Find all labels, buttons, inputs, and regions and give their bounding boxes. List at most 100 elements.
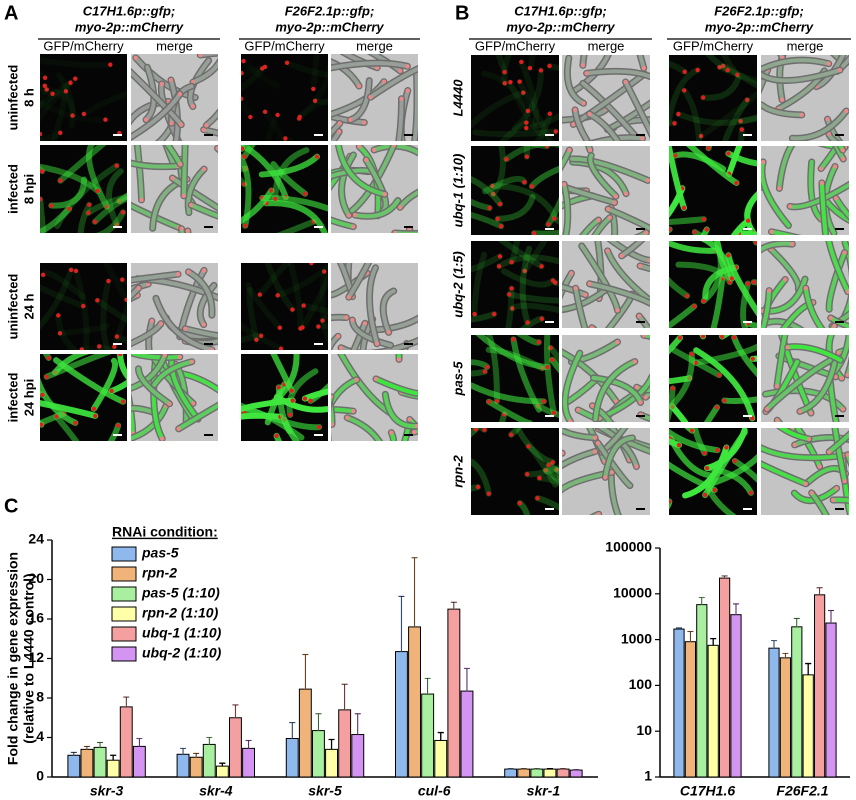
gfp-signal [40, 377, 79, 426]
gfp-signal [518, 58, 539, 126]
worm-body [131, 272, 181, 283]
mcherry-signal [91, 406, 97, 411]
gfp-signal [183, 326, 218, 338]
worm-body [588, 153, 618, 199]
mcherry-signal [704, 227, 709, 232]
gfp-signal [570, 156, 650, 183]
mcherry-signal [345, 415, 350, 420]
fluorescence-image [669, 428, 757, 515]
bar [447, 608, 461, 778]
gfp-signal [348, 78, 372, 122]
bar [242, 747, 256, 778]
gfp-signal [72, 267, 90, 350]
gfp-signal [669, 216, 707, 226]
gfp-signal [163, 145, 177, 169]
error-bar-outline [97, 742, 104, 748]
worm-body [570, 156, 650, 183]
mcherry-signal [348, 117, 353, 123]
mcherry-signal [539, 264, 544, 269]
bar [434, 739, 448, 778]
mcherry-signal [42, 75, 48, 80]
worm-body [619, 241, 644, 258]
mcherry-signal [830, 497, 836, 503]
mcherry-signal [587, 281, 592, 286]
y-tick-label: 0 [36, 768, 44, 784]
mcherry-signal [548, 345, 553, 351]
genotype: myo-2p::mCherry [506, 19, 615, 34]
mcherry-signal [692, 229, 697, 235]
mcherry-signal [717, 372, 722, 378]
fluorescence-image [471, 55, 559, 141]
gfp-signal [43, 354, 112, 380]
mcherry-signal [278, 346, 284, 350]
mcherry-signal [511, 337, 516, 342]
gfp-signal [562, 193, 595, 208]
mcherry-signal [676, 111, 681, 117]
error-bar-outline [302, 654, 309, 690]
mcherry-signal [337, 121, 342, 126]
gfp-signal [669, 276, 691, 299]
gfp-signal [501, 268, 556, 288]
mcherry-signal [312, 98, 318, 103]
mcherry-signal [262, 64, 268, 70]
gfp-signal [588, 153, 618, 199]
gfp-signal [519, 315, 545, 328]
gfp-signal [508, 428, 522, 438]
mcherry-signal [86, 210, 91, 216]
gfp-signal [562, 271, 574, 296]
fluorescence-image [40, 54, 127, 141]
merge-image [761, 241, 849, 328]
worm-body [761, 68, 842, 83]
mcherry-signal [748, 490, 754, 496]
gfp-signal [531, 229, 559, 235]
fluorescence-image [471, 146, 559, 235]
mcherry-signal [338, 345, 344, 350]
mcherry-signal [842, 479, 847, 484]
gfp-signal [521, 241, 548, 274]
worm-body [368, 66, 418, 100]
worm-body [587, 281, 650, 306]
x-tick-label: cul-6 [418, 783, 451, 799]
mcherry-signal [712, 487, 717, 493]
mcherry-signal [729, 276, 735, 281]
bar [93, 746, 107, 778]
bar [325, 748, 339, 778]
gfp-signal [40, 400, 99, 419]
legend-swatch [111, 626, 137, 642]
mcherry-signal [54, 414, 59, 419]
gfp-signal [571, 55, 611, 94]
gfp-signal [40, 284, 87, 310]
gfp-signal [731, 457, 757, 483]
mcherry-signal [108, 62, 113, 67]
mcherry-signal [314, 154, 320, 159]
gfp-signal [761, 68, 842, 83]
mcherry-signal [572, 107, 578, 113]
mcherry-signal [86, 202, 92, 207]
mcherry-signal [411, 429, 417, 435]
mcherry-signal [536, 340, 541, 345]
gfp-signal [523, 112, 559, 132]
image-background [669, 55, 757, 141]
gfp-signal [619, 241, 644, 258]
bar [684, 641, 696, 778]
gfp-signal [638, 412, 650, 421]
mcherry-signal [472, 311, 477, 317]
mcherry-signal [288, 412, 293, 418]
mcherry-signal [120, 399, 126, 404]
mcherry-signal [596, 512, 601, 515]
mcherry-signal [344, 315, 349, 320]
gfp-signal [669, 403, 689, 422]
worm-body [131, 69, 184, 127]
gfp-signal [609, 472, 621, 515]
mcherry-signal [475, 484, 481, 490]
gfp-signal [272, 147, 310, 202]
error-bar-outline [698, 597, 705, 605]
gfp-signal [823, 197, 849, 223]
mcherry-signal [405, 64, 410, 69]
bar [696, 604, 708, 778]
gfp-signal [761, 288, 772, 328]
mcherry-signal [162, 354, 168, 358]
gfp-signal [300, 302, 328, 314]
worm-body [189, 202, 218, 219]
worm-body [331, 121, 342, 136]
